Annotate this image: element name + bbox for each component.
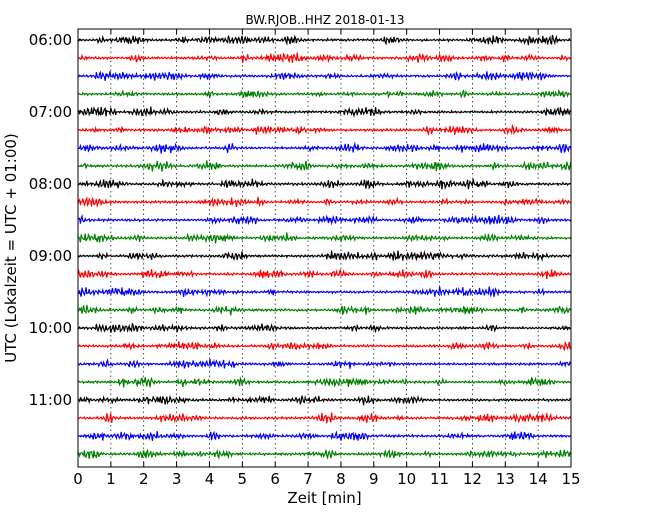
y-tick-label: 09:00 bbox=[29, 247, 72, 265]
x-tick-label: 6 bbox=[270, 470, 280, 488]
trace-10:15 bbox=[77, 340, 572, 351]
trace-07:45 bbox=[77, 160, 572, 172]
y-axis-label: UTC (Lokalzeit = UTC + 01:00) bbox=[2, 133, 20, 363]
y-tick-label: 11:00 bbox=[29, 391, 72, 409]
y-tick-label: 07:00 bbox=[29, 103, 72, 121]
x-tick-label: 11 bbox=[430, 470, 449, 488]
x-tick-label: 7 bbox=[303, 470, 313, 488]
trace-06:45 bbox=[77, 89, 572, 99]
x-tick-label: 0 bbox=[73, 470, 83, 488]
trace-11:00 bbox=[77, 394, 572, 406]
x-axis-label: Zeit [min] bbox=[287, 489, 361, 507]
x-tick-label: 15 bbox=[561, 470, 580, 488]
trace-10:30 bbox=[77, 358, 572, 369]
y-axis: 06:00 07:00 08:00 09:00 10:00 11:00 bbox=[29, 31, 83, 409]
trace-06:30 bbox=[77, 70, 571, 82]
trace-10:45 bbox=[77, 376, 572, 388]
trace-08:45 bbox=[77, 232, 572, 244]
trace-group bbox=[77, 34, 572, 460]
trace-06:15 bbox=[77, 52, 572, 64]
chart-title: BW.RJOB..HHZ 2018-01-13 bbox=[245, 13, 404, 27]
trace-07:00 bbox=[77, 106, 572, 118]
y-tick-label: 10:00 bbox=[29, 319, 72, 337]
x-tick-label: 12 bbox=[463, 470, 482, 488]
trace-09:30 bbox=[77, 286, 572, 298]
x-tick-label: 9 bbox=[369, 470, 379, 488]
trace-06:00 bbox=[77, 34, 571, 46]
x-tick-label: 3 bbox=[172, 470, 182, 488]
trace-08:15 bbox=[77, 196, 571, 208]
trace-09:00 bbox=[77, 250, 572, 262]
trace-07:30 bbox=[77, 141, 572, 154]
x-axis: 0 1 2 3 4 5 6 7 8 9 10 11 12 13 14 15 bbox=[73, 29, 581, 488]
y-tick-label: 06:00 bbox=[29, 31, 72, 49]
trace-10:00 bbox=[77, 322, 572, 334]
x-tick-label: 10 bbox=[397, 470, 416, 488]
x-tick-label: 8 bbox=[336, 470, 346, 488]
x-tick-label: 13 bbox=[496, 470, 515, 488]
x-tick-label: 1 bbox=[106, 470, 116, 488]
trace-09:45 bbox=[77, 304, 572, 316]
trace-07:15 bbox=[77, 123, 572, 136]
x-tick-label: 2 bbox=[139, 470, 149, 488]
trace-09:15 bbox=[77, 268, 572, 280]
trace-11:30 bbox=[77, 430, 572, 441]
trace-08:30 bbox=[77, 213, 572, 226]
x-tick-label: 4 bbox=[205, 470, 215, 488]
x-tick-label: 5 bbox=[238, 470, 248, 488]
y-tick-label: 08:00 bbox=[29, 175, 72, 193]
x-tick-label: 14 bbox=[529, 470, 548, 488]
plot-frame bbox=[77, 28, 572, 468]
trace-11:15 bbox=[77, 412, 572, 424]
trace-08:00 bbox=[77, 178, 572, 190]
trace-11:45 bbox=[77, 448, 572, 460]
grid-lines bbox=[110, 29, 539, 467]
